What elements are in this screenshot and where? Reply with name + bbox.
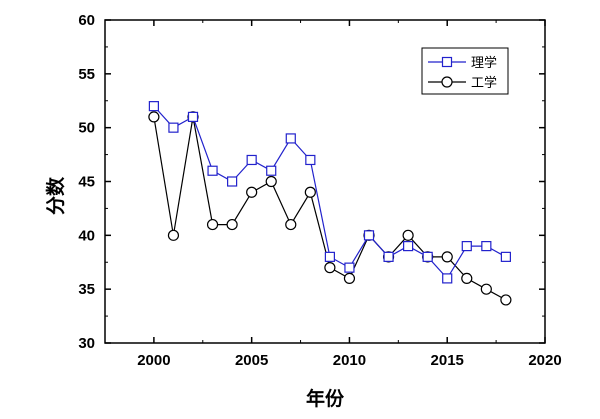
data-point	[402, 229, 414, 241]
data-point	[207, 165, 218, 176]
x-tick-label: 2000	[137, 352, 170, 369]
data-point	[481, 241, 492, 252]
data-point	[265, 175, 277, 188]
data-point	[461, 272, 473, 284]
x-tick-label: 2005	[235, 352, 268, 369]
x-tick-label: 2015	[431, 352, 464, 369]
data-point	[227, 176, 238, 187]
data-point	[266, 165, 277, 176]
data-point	[187, 111, 199, 123]
x-tick-label: 2020	[528, 352, 561, 369]
data-point	[167, 229, 180, 241]
data-point	[441, 251, 453, 263]
data-point	[285, 218, 297, 231]
y-tick-label: 30	[78, 335, 95, 352]
series-1	[148, 111, 512, 306]
data-point	[324, 251, 335, 262]
data-point	[422, 251, 433, 262]
data-point	[246, 154, 257, 166]
data-point	[480, 283, 492, 295]
axes: 30 35 40 45 50 55 60 2000 2005 2010 2015 2020	[78, 12, 561, 369]
data-point	[500, 294, 512, 306]
legend-label: 理学	[471, 55, 497, 71]
data-point	[148, 101, 159, 112]
y-tick-label: 60	[78, 12, 95, 29]
legend-frame	[421, 47, 509, 95]
data-point	[383, 251, 394, 262]
data-point	[343, 272, 356, 284]
data-point	[403, 241, 414, 252]
data-point	[344, 262, 355, 273]
data-point	[305, 154, 316, 166]
y-tick-label: 45	[78, 174, 95, 191]
data-point	[461, 241, 472, 252]
x-axis-title: 年份	[306, 387, 345, 410]
legend-label: 工学	[471, 75, 497, 91]
data-point	[304, 186, 316, 198]
legend-marker	[441, 56, 453, 68]
data-point	[148, 111, 160, 123]
data-point	[226, 218, 238, 231]
data-point	[442, 273, 453, 284]
y-tick-label: 55	[78, 66, 95, 83]
series-layer	[148, 101, 512, 306]
data-point	[363, 230, 375, 241]
data-point	[285, 133, 296, 144]
data-point	[324, 262, 336, 274]
y-tick-label: 50	[78, 120, 95, 137]
x-tick-label: 2010	[333, 352, 366, 369]
data-point	[500, 251, 511, 262]
series-0	[148, 101, 511, 284]
y-tick-label: 40	[78, 227, 95, 244]
y-axis-title: 分数	[44, 176, 67, 215]
data-point	[206, 218, 219, 231]
legend-marker	[441, 76, 453, 88]
data-point	[168, 122, 179, 133]
data-point	[246, 186, 258, 198]
y-tick-label: 35	[78, 281, 95, 298]
